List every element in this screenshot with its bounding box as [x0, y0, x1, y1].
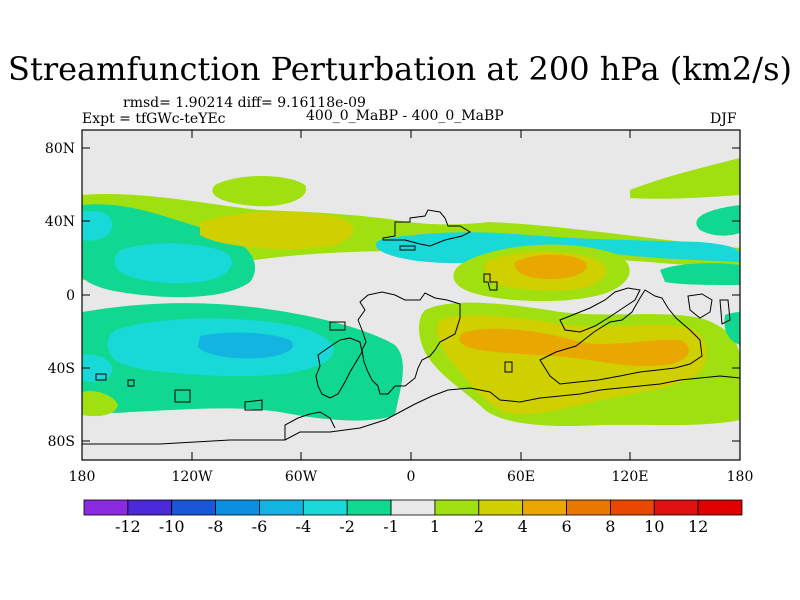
- plot-title: Streamfunction Perturbation at 200 hPa (…: [8, 50, 792, 88]
- colorbar-label-0: -12: [115, 517, 141, 536]
- contour-green-top-right: [630, 158, 740, 199]
- contour-cyan-upper-left-2: [82, 210, 113, 241]
- coast-south-island-west: [329, 321, 346, 331]
- lon-label-180e: 180: [727, 469, 754, 485]
- lon-label-60w: 60W: [285, 469, 318, 485]
- colorbar-label-3: -6: [252, 517, 268, 536]
- colorbar-swatch-2: [171, 499, 217, 516]
- coast-antarctic-peninsula: [284, 411, 336, 440]
- axis-ticks: [82, 130, 740, 460]
- contour-yellow-north: [200, 211, 354, 250]
- colorbar-label-6: -1: [383, 517, 399, 536]
- coast-africa: [357, 291, 461, 395]
- coastlines: [82, 209, 740, 445]
- lon-label-60e: 60E: [507, 469, 535, 485]
- contour-green-south-right-edge: [724, 312, 740, 345]
- colorbar-label-4: -4: [296, 517, 312, 536]
- colorbar-swatch-6: [346, 499, 392, 516]
- lon-label-180w: 180: [69, 469, 96, 485]
- contour-cyan-south-west-edge: [82, 354, 113, 382]
- coast-caspian: [483, 273, 498, 291]
- colorbar-label-12: 10: [644, 517, 664, 536]
- contour-field: [82, 158, 740, 427]
- colorbar-label-1: -10: [159, 517, 185, 536]
- lat-label-80n: 80N: [45, 141, 75, 157]
- colorbar-label-10: 6: [561, 517, 571, 536]
- colorbar-swatch-1: [127, 499, 173, 516]
- comparison-label: 400_0_MaBP - 400_0_MaBP: [306, 108, 504, 124]
- contour-green-south-west-edge: [82, 390, 118, 417]
- contour-green-upper-blob: [212, 175, 307, 207]
- coast-australia: [539, 289, 703, 385]
- lon-label-120e: 120E: [612, 469, 649, 485]
- colorbar-swatch-11: [566, 499, 611, 516]
- contour-blue-south-west: [198, 332, 294, 359]
- lat-label-80s: 80S: [48, 434, 75, 450]
- colorbar-swatch-14: [697, 499, 743, 516]
- coast-antarctica: [82, 375, 740, 445]
- lon-label-120w: 120W: [171, 469, 213, 485]
- lon-label-0: 0: [407, 469, 416, 485]
- contour-orange-asia: [514, 254, 587, 280]
- coast-new-guinea: [687, 293, 713, 319]
- colorbar-swatch-12: [610, 499, 655, 516]
- colorbar-label-9: 4: [518, 517, 528, 536]
- expt-line: Expt = tfGWc-teYEc: [82, 111, 226, 127]
- colorbar: -12 -10 -8 -6 -4 -2 -1 1 2 4 6 8 10 12: [83, 499, 743, 536]
- colorbar-label-8: 2: [474, 517, 484, 536]
- coast-south-west-islands: [95, 373, 263, 411]
- coast-small-island-north: [399, 245, 416, 251]
- colorbar-swatch-13: [653, 499, 699, 516]
- colorbar-label-5: -2: [339, 517, 355, 536]
- colorbar-swatch-3: [215, 499, 260, 516]
- contour-green-right-north: [660, 263, 740, 285]
- colorbar-swatch-8: [434, 499, 480, 516]
- lat-label-40s: 40S: [48, 361, 75, 377]
- colorbar-label-2: -8: [208, 517, 224, 536]
- colorbar-swatch-4: [259, 499, 304, 516]
- coast-new-zealand: [719, 299, 731, 325]
- colorbar-swatch-5: [302, 499, 348, 516]
- colorbar-label-11: 8: [605, 517, 615, 536]
- lat-label-0: 0: [66, 288, 75, 304]
- colorbar-label-7: 1: [430, 517, 440, 536]
- colorbar-swatch-10: [522, 499, 567, 516]
- colorbar-swatch-7: [390, 499, 436, 516]
- lat-label-40n: 40N: [45, 214, 75, 230]
- colorbar-swatch-9: [478, 499, 524, 516]
- stats-line: rmsd= 1.90214 diff= 9.16118e-09: [123, 95, 366, 111]
- colorbar-label-13: 12: [688, 517, 708, 536]
- contour-orange-south-east: [459, 328, 689, 367]
- colorbar-swatch-0: [83, 499, 129, 516]
- coast-south-america: [315, 337, 363, 399]
- coast-madagascar: [504, 361, 513, 373]
- coast-europe-north: [382, 209, 472, 247]
- season-label: DJF: [710, 111, 737, 127]
- contour-cyan-upper-left: [114, 243, 232, 284]
- coast-indonesia: [559, 287, 641, 333]
- contour-green-right-edge: [696, 205, 740, 236]
